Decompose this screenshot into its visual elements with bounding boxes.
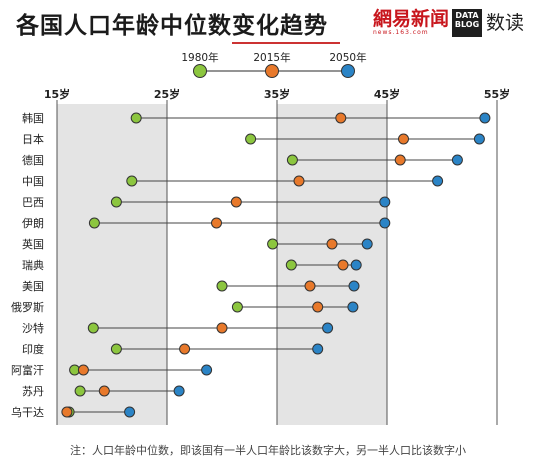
category-label: 俄罗斯 — [11, 301, 44, 314]
legend-dot — [193, 64, 207, 78]
data-point — [179, 343, 191, 355]
data-blog-badge: DATA BLOG — [452, 9, 482, 37]
data-point — [398, 133, 409, 145]
data-point — [394, 154, 406, 166]
category-label: 伊朗 — [22, 217, 44, 230]
category-label: 英国 — [22, 237, 44, 251]
footnote: 注：人口年龄中位数，即该国有一半人口年龄比该数字大，另一半人口比该数字小 — [70, 444, 466, 457]
data-point — [348, 280, 360, 292]
page-title: 各国人口年龄中位数变化趋势 — [16, 13, 328, 39]
data-point — [304, 280, 316, 292]
brand-name: 網易新闻 — [373, 8, 450, 30]
data-point — [124, 406, 136, 418]
data-point — [285, 259, 297, 271]
legend-label: 1980年 — [181, 51, 218, 64]
category-label: 中国 — [22, 175, 44, 188]
data-point — [379, 196, 391, 208]
x-tick-label: 45岁 — [374, 87, 400, 101]
data-point — [286, 154, 298, 166]
data-point — [201, 364, 213, 376]
category-label: 韩国 — [22, 111, 44, 125]
brand-url: news.163.com — [373, 29, 429, 36]
data-point — [98, 385, 110, 397]
x-tick-label: 25岁 — [154, 87, 180, 101]
category-label: 德国 — [22, 153, 44, 167]
category-label: 乌干达 — [11, 405, 44, 419]
data-point — [126, 175, 138, 187]
data-point — [130, 112, 142, 124]
data-point — [432, 175, 444, 187]
data-point — [335, 112, 347, 124]
legend-dot — [265, 64, 279, 78]
legend-dot — [341, 64, 355, 78]
blog-name: 数读 — [486, 12, 525, 34]
data-point — [322, 322, 334, 334]
data-point — [110, 343, 122, 355]
data-point — [326, 238, 338, 250]
x-tick-label: 35岁 — [264, 87, 290, 101]
category-label: 苏丹 — [22, 385, 44, 398]
data-point — [74, 385, 86, 397]
category-label: 日本 — [22, 132, 44, 146]
data-point — [245, 133, 257, 145]
data-point — [379, 217, 391, 229]
data-point — [173, 385, 185, 397]
data-point — [77, 364, 89, 376]
data-point — [312, 301, 324, 313]
data-point — [88, 217, 100, 229]
data-point — [350, 259, 362, 271]
data-point — [231, 301, 243, 313]
category-label: 瑞典 — [22, 258, 44, 272]
data-point — [216, 280, 228, 292]
category-label: 沙特 — [22, 321, 44, 335]
category-label: 巴西 — [22, 196, 44, 209]
data-point — [87, 322, 99, 334]
data-point — [267, 238, 279, 250]
data-point — [473, 133, 485, 145]
data-point — [293, 175, 305, 187]
data-point — [337, 259, 349, 271]
legend-label: 2050年 — [329, 51, 366, 64]
data-point — [312, 343, 324, 355]
data-point — [451, 154, 463, 166]
data-point — [211, 217, 222, 229]
category-label: 美国 — [22, 280, 44, 293]
data-point — [347, 301, 359, 313]
data-point — [230, 196, 242, 208]
shaded-band — [57, 104, 167, 425]
title-underline — [232, 42, 340, 44]
x-tick-label: 55岁 — [484, 87, 510, 101]
legend-label: 2015年 — [253, 51, 290, 64]
brand-logo: 網易新闻 news.163.com — [373, 4, 449, 36]
data-point — [110, 196, 122, 208]
data-point — [479, 112, 491, 124]
x-tick-label: 15岁 — [44, 87, 70, 101]
category-label: 阿富汗 — [11, 363, 44, 377]
data-point — [61, 406, 73, 418]
data-point — [216, 322, 228, 334]
data-point — [361, 238, 373, 250]
category-label: 印度 — [22, 342, 44, 356]
